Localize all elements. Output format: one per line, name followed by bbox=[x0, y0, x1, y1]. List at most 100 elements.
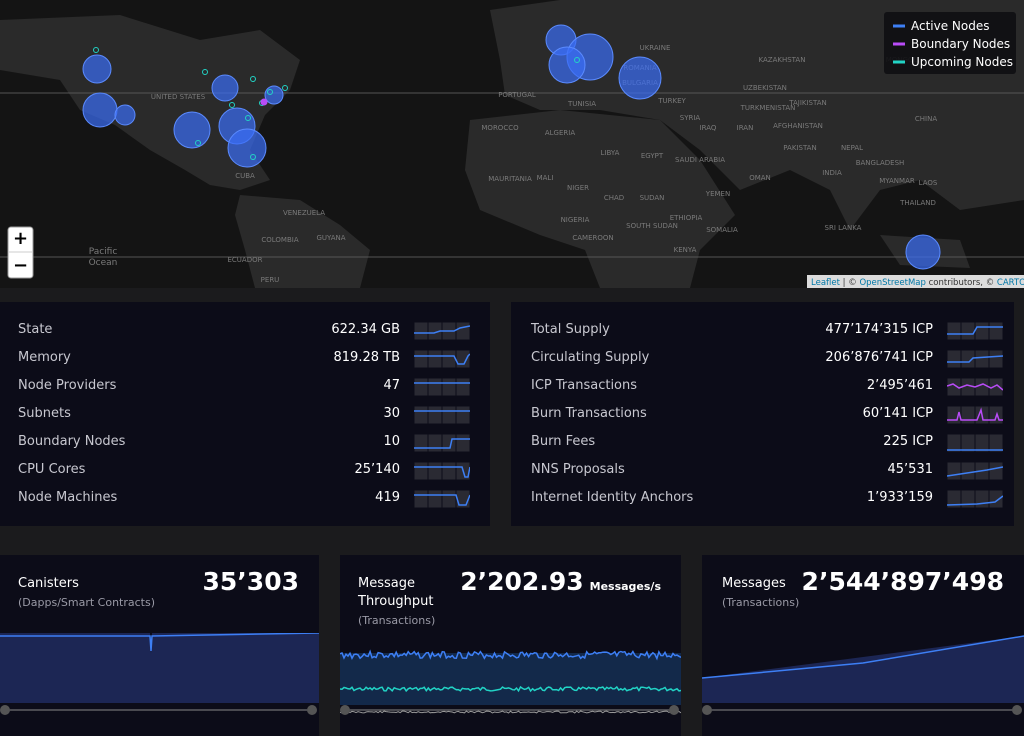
map-label: YEMEN bbox=[705, 190, 730, 198]
spark-cell bbox=[947, 462, 961, 480]
card-title: Canisters bbox=[18, 576, 79, 591]
card-subtitle: (Dapps/Smart Contracts) bbox=[18, 596, 156, 609]
stat-value: 60’141 ICP bbox=[862, 406, 933, 421]
attribution: Leaflet | © OpenStreetMap contributors, … bbox=[811, 278, 1024, 288]
map-label: SAUDI ARABIA bbox=[675, 156, 725, 164]
stat-value: 10 bbox=[383, 434, 400, 449]
map-label: NEPAL bbox=[841, 144, 863, 152]
upcoming-node bbox=[250, 76, 256, 82]
link[interactable]: CARTO bbox=[997, 278, 1024, 288]
spark-cell bbox=[989, 490, 1003, 508]
spark-cell bbox=[414, 406, 428, 424]
legend-label: Active Nodes bbox=[911, 19, 990, 33]
sparkline bbox=[414, 322, 470, 340]
card-value: 2’544’897’498 bbox=[801, 567, 1004, 596]
spark-cell bbox=[989, 350, 1003, 368]
map-label: ETHIOPIA bbox=[670, 214, 703, 222]
link[interactable]: OpenStreetMap bbox=[859, 278, 925, 288]
spark-cell bbox=[947, 490, 961, 508]
spark-cell bbox=[414, 378, 428, 396]
spark-line bbox=[414, 325, 470, 334]
map-label: MYANMAR bbox=[879, 177, 915, 185]
spark-cell bbox=[442, 378, 456, 396]
stat-value: 25’140 bbox=[354, 462, 401, 477]
card-subtitle: (Transactions) bbox=[722, 596, 800, 609]
upcoming-node bbox=[93, 47, 99, 53]
map-label: AFGHANISTAN bbox=[773, 122, 823, 130]
stat-value: 477’174’315 ICP bbox=[825, 322, 933, 337]
stat-label: Boundary Nodes bbox=[18, 434, 126, 449]
scroll-handle bbox=[702, 705, 712, 715]
map-label: IRAN bbox=[737, 124, 754, 132]
stat-label: Total Supply bbox=[531, 322, 610, 337]
card-value-wrap: 35’303 bbox=[203, 567, 299, 596]
active-node bbox=[548, 46, 586, 84]
map-label: CHINA bbox=[915, 115, 937, 123]
map-label: SYRIA bbox=[680, 114, 701, 122]
card-chart bbox=[0, 633, 319, 715]
upcoming-node bbox=[195, 140, 201, 146]
scroll-handle bbox=[669, 705, 679, 715]
stat-value: 47 bbox=[383, 378, 400, 393]
sparkline bbox=[947, 434, 1003, 452]
stat-label: Burn Transactions bbox=[531, 406, 647, 421]
stat-label: CPU Cores bbox=[18, 462, 86, 477]
network-panel: State 622.34 GB Memory 819.28 TB Node Provid… bbox=[0, 302, 490, 526]
legend-box bbox=[884, 12, 1016, 74]
upcoming-node bbox=[267, 89, 273, 95]
zoom-in[interactable]: + bbox=[13, 228, 28, 249]
map-label: NIGERIA bbox=[561, 216, 590, 224]
map-label: SOMALIA bbox=[706, 226, 738, 234]
map-label: GUYANA bbox=[316, 234, 345, 242]
spark-cell bbox=[428, 406, 442, 424]
spark-cell bbox=[961, 462, 975, 480]
spark-cell bbox=[456, 406, 470, 424]
spark-cell bbox=[414, 462, 428, 480]
text: contributors, © bbox=[929, 278, 995, 288]
spark-cell bbox=[414, 350, 428, 368]
spark-cell bbox=[442, 350, 456, 368]
upcoming-node bbox=[574, 57, 580, 63]
spark-cell bbox=[428, 434, 442, 452]
map-label: ALGERIA bbox=[545, 129, 575, 137]
sparkline bbox=[947, 350, 1003, 368]
stat-value: 1’933’159 bbox=[866, 490, 933, 505]
spark-cell bbox=[456, 322, 470, 340]
spark-line bbox=[414, 438, 470, 449]
sparkline bbox=[947, 490, 1003, 508]
text: | © bbox=[843, 278, 857, 288]
spark-line bbox=[414, 494, 470, 506]
upcoming-node bbox=[202, 69, 208, 75]
stat-value: 206’876’741 ICP bbox=[825, 350, 933, 365]
active-node bbox=[114, 104, 136, 126]
area bbox=[340, 653, 681, 705]
spark-cell bbox=[989, 434, 1003, 452]
active-node bbox=[905, 234, 941, 270]
map-label: LAOS bbox=[919, 179, 938, 187]
zoom-out[interactable]: − bbox=[13, 255, 28, 276]
spark-cell bbox=[428, 490, 442, 508]
stat-label: Subnets bbox=[18, 406, 71, 421]
stat-value: 819.28 TB bbox=[333, 350, 400, 365]
spark-line bbox=[414, 466, 470, 478]
map-label: UNITED STATES bbox=[151, 93, 206, 101]
spark-cell bbox=[947, 434, 961, 452]
spark-cell bbox=[414, 490, 428, 508]
card-subtitle: (Transactions) bbox=[358, 614, 436, 627]
spark-cell bbox=[414, 322, 428, 340]
card-title: Message Throughput bbox=[358, 576, 434, 609]
legend-label: Upcoming Nodes bbox=[911, 55, 1013, 69]
map-label: CUBA bbox=[235, 172, 255, 180]
card-value-wrap: 2’544’897’498 bbox=[802, 567, 1004, 596]
map-label: KENYA bbox=[674, 246, 697, 254]
spark-cell bbox=[975, 322, 989, 340]
map-label: COLOMBIA bbox=[261, 236, 298, 244]
stat-value: 2’495’461 bbox=[866, 378, 933, 393]
link[interactable]: Leaflet bbox=[811, 278, 841, 288]
scroll-handle bbox=[307, 705, 317, 715]
map-label: THAILAND bbox=[899, 199, 936, 207]
map-label: MOROCCO bbox=[481, 124, 519, 132]
spark-cell bbox=[414, 434, 428, 452]
spark-cell bbox=[442, 462, 456, 480]
spark-cell bbox=[961, 406, 975, 424]
